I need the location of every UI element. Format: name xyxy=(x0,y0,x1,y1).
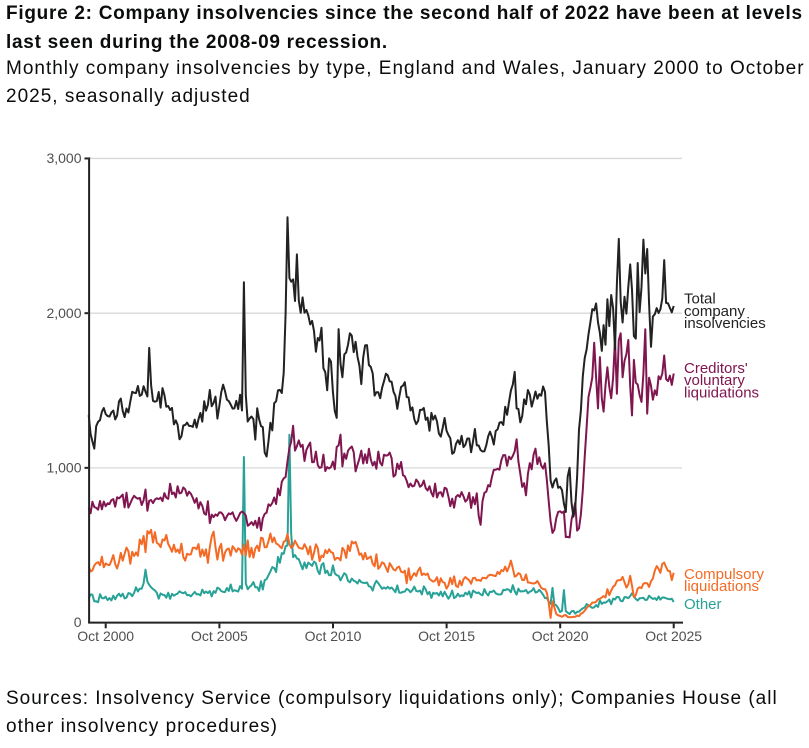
svg-text:insolvencies: insolvencies xyxy=(684,315,766,332)
svg-text:Other: Other xyxy=(684,596,722,613)
svg-text:liquidations: liquidations xyxy=(684,384,759,401)
svg-text:Total: Total xyxy=(684,291,716,308)
svg-text:Oct 2005: Oct 2005 xyxy=(191,628,248,644)
svg-text:Oct 2015: Oct 2015 xyxy=(418,628,475,644)
svg-text:Creditors': Creditors' xyxy=(684,360,748,377)
svg-text:liquidations: liquidations xyxy=(684,578,759,595)
svg-text:company: company xyxy=(684,303,745,320)
svg-text:Oct 2020: Oct 2020 xyxy=(532,628,589,644)
svg-text:Oct 2010: Oct 2010 xyxy=(305,628,362,644)
svg-text:Compulsory: Compulsory xyxy=(684,566,765,583)
svg-text:3,000: 3,000 xyxy=(46,150,81,166)
svg-text:0: 0 xyxy=(74,614,82,630)
svg-text:1,000: 1,000 xyxy=(46,460,81,476)
svg-text:Oct 2025: Oct 2025 xyxy=(645,628,702,644)
svg-text:voluntary: voluntary xyxy=(684,372,745,389)
svg-text:Oct 2000: Oct 2000 xyxy=(77,628,134,644)
svg-text:2,000: 2,000 xyxy=(46,305,81,321)
